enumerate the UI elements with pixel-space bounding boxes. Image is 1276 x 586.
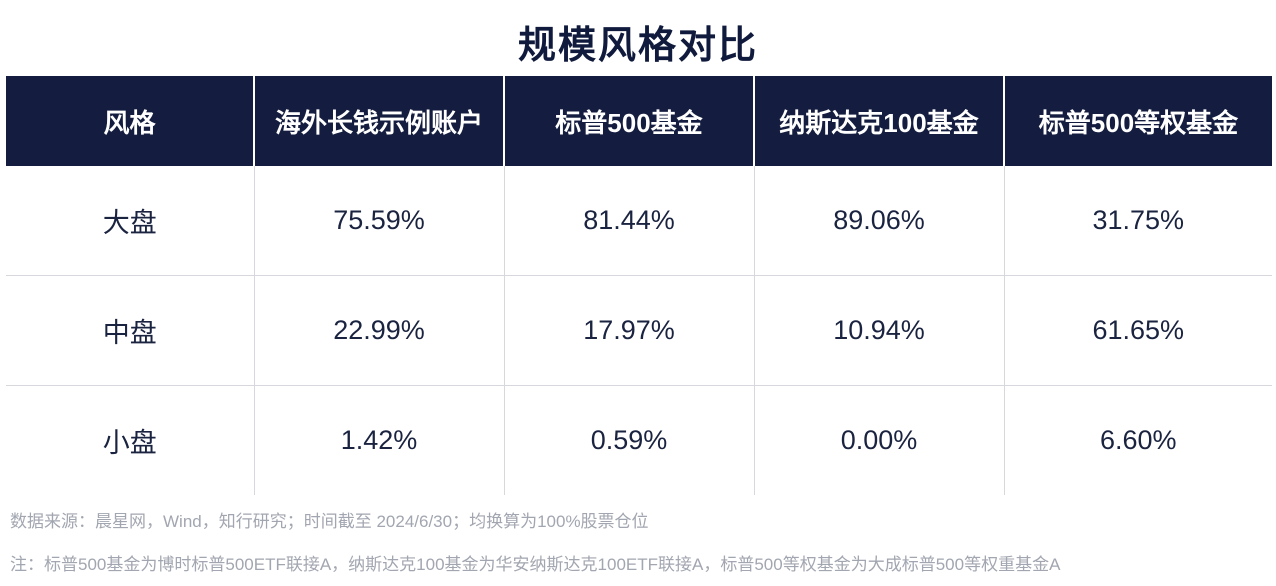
table-row: 中盘 22.99% 17.97% 10.94% 61.65% <box>6 275 1272 386</box>
header-style: 风格 <box>6 76 254 166</box>
table-cell: 17.97% <box>503 275 754 386</box>
table-cell: 0.59% <box>503 385 754 495</box>
row-label-small-cap: 小盘 <box>6 385 254 495</box>
header-nasdaq100-fund: 纳斯达克100基金 <box>753 76 1004 166</box>
table-cell: 31.75% <box>1003 166 1272 276</box>
table-cell: 22.99% <box>253 275 504 386</box>
header-sp500-fund: 标普500基金 <box>503 76 754 166</box>
row-label-mid-cap: 中盘 <box>6 275 254 386</box>
table-cell: 75.59% <box>253 166 504 276</box>
table-row: 小盘 1.42% 0.59% 0.00% 6.60% <box>6 385 1272 495</box>
table-cell: 6.60% <box>1003 385 1272 495</box>
table-row: 大盘 75.59% 81.44% 89.06% 31.75% <box>6 166 1272 276</box>
table-cell: 89.06% <box>753 166 1004 276</box>
data-source-note: 数据来源：晨星网，Wind，知行研究；时间截至 2024/6/30；均换算为10… <box>10 512 649 531</box>
header-sp500-equal-weight-fund: 标普500等权基金 <box>1003 76 1272 166</box>
chart-title: 规模风格对比 <box>517 25 758 67</box>
comparison-table: 风格 海外长钱示例账户 标普500基金 纳斯达克100基金 标普500等权基金 … <box>6 76 1272 495</box>
table-cell: 81.44% <box>503 166 754 276</box>
table-cell: 61.65% <box>1003 275 1272 386</box>
table-cell: 0.00% <box>753 385 1004 495</box>
header-overseas-account: 海外长钱示例账户 <box>253 76 504 166</box>
footnote: 注：标普500基金为博时标普500ETF联接A，纳斯达克100基金为华安纳斯达克… <box>10 555 1061 574</box>
table-header-row: 风格 海外长钱示例账户 标普500基金 纳斯达克100基金 标普500等权基金 <box>6 76 1272 166</box>
table-cell: 10.94% <box>753 275 1004 386</box>
table-cell: 1.42% <box>253 385 504 495</box>
row-label-large-cap: 大盘 <box>102 208 157 238</box>
